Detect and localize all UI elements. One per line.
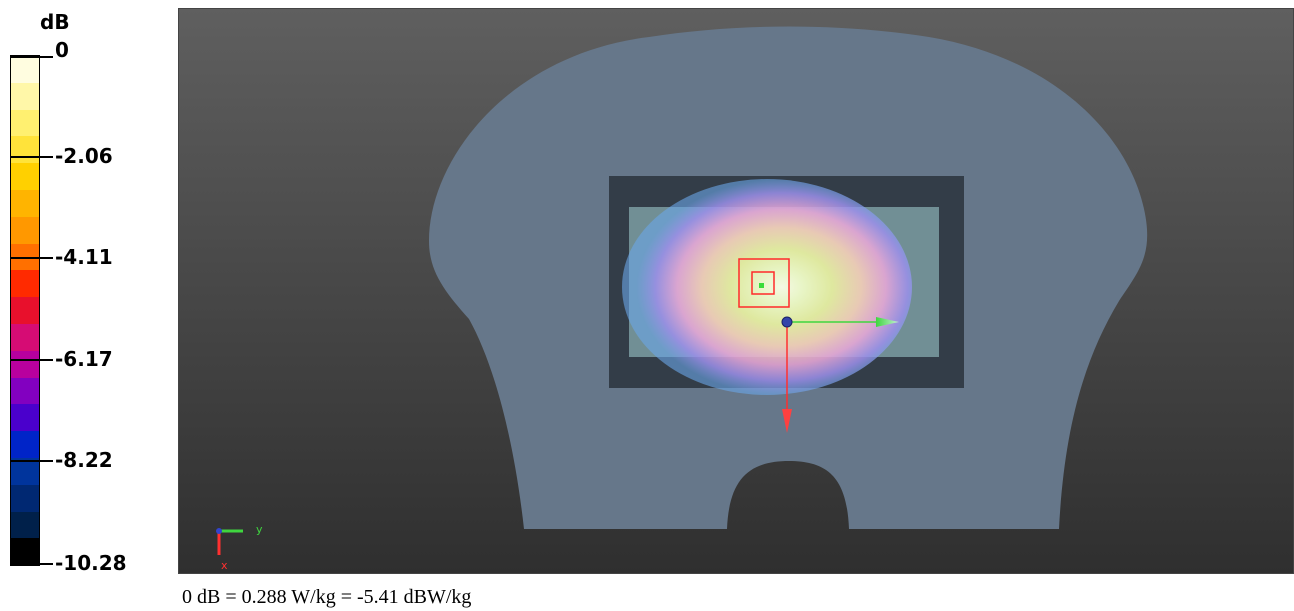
colorbar-swatch <box>11 216 39 244</box>
colorbar-swatch <box>11 350 39 378</box>
gizmo-y-label: y <box>256 523 263 536</box>
colorbar-swatch <box>11 323 39 351</box>
legend-tick-mark <box>10 56 53 58</box>
colorbar-swatch <box>11 163 39 190</box>
colorbar-swatch <box>11 109 39 137</box>
colorbar-swatch <box>11 297 39 324</box>
colorbar-swatch <box>11 457 39 485</box>
3d-viewport[interactable]: y x <box>178 8 1294 574</box>
x-axis-arrow-head <box>782 409 792 433</box>
colorbar-swatch <box>11 511 39 539</box>
peak-marker <box>759 283 764 288</box>
colorbar-swatch <box>11 136 39 164</box>
colorbar-swatch <box>11 404 39 432</box>
colorbar-swatch <box>11 431 39 458</box>
legend-tick-mark <box>10 257 53 259</box>
colorbar-swatch <box>11 82 39 110</box>
origin-dot <box>781 316 793 328</box>
legend-tick-mark <box>10 460 53 462</box>
colorbar-swatch <box>11 243 39 271</box>
colorbar-swatch <box>11 189 39 217</box>
legend-tick-label: -10.28 <box>55 551 127 575</box>
colorbar-swatch <box>11 484 39 512</box>
legend-tick-mark <box>10 563 53 565</box>
color-legend: dB 0 -2.06 -4.11 -6.17 -8.22 -10.28 <box>0 0 175 580</box>
colorbar <box>10 55 40 566</box>
gizmo-x-label: x <box>221 559 228 572</box>
legend-tick-label: -2.06 <box>55 144 113 168</box>
colorbar-swatch <box>11 270 39 298</box>
legend-tick-label: 0 <box>55 38 69 62</box>
legend-unit-label: dB <box>40 10 70 34</box>
sar-distribution <box>622 179 912 395</box>
legend-tick-label: -4.11 <box>55 245 113 269</box>
legend-tick-label: -8.22 <box>55 448 113 472</box>
colorbar-swatch <box>11 538 39 566</box>
axes-gizmo: y x <box>216 523 263 572</box>
legend-tick-mark <box>10 359 53 361</box>
reference-level-caption: 0 dB = 0.288 W/kg = -5.41 dBW/kg <box>182 586 472 608</box>
y-axis-arrow-head <box>876 317 899 327</box>
scene-svg: y x <box>216 26 1148 572</box>
colorbar-swatch <box>11 377 39 405</box>
legend-tick-label: -6.17 <box>55 347 113 371</box>
legend-tick-mark <box>10 156 53 158</box>
colorbar-swatch <box>11 56 39 83</box>
zoom-scan-inner <box>751 271 775 295</box>
zoom-scan-outer <box>738 258 790 308</box>
